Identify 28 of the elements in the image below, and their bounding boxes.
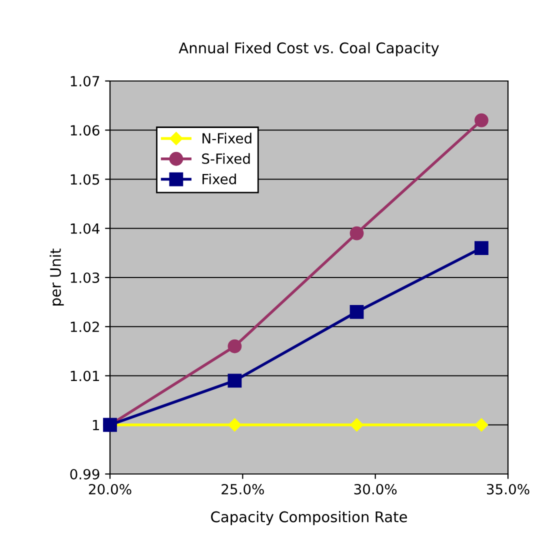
y-tick-label: 1.03 — [70, 272, 100, 283]
point — [350, 418, 364, 432]
x-tick-label: 30.0% — [354, 484, 397, 494]
legend-label: Fixed — [202, 174, 236, 184]
y-tick-label: 1.05 — [70, 174, 100, 185]
x-axis-title: Capacity Composition Rate — [211, 511, 407, 526]
point — [228, 418, 242, 432]
legend-label: N-Fixed — [202, 132, 252, 144]
y-tick-label: 1 — [92, 420, 99, 430]
point — [350, 304, 364, 319]
y-tick-label: 1.04 — [70, 223, 100, 234]
y-tick-label: 1.01 — [70, 370, 99, 382]
y-tick-label: 0.99 — [70, 468, 100, 480]
point — [350, 226, 364, 240]
point — [474, 113, 488, 128]
y-tick-label: 1.02 — [70, 322, 99, 332]
x-tick-label: 35.0% — [487, 484, 530, 494]
y-tick-label: 1.07 — [70, 76, 100, 86]
legend-label: S-Fixed — [202, 153, 250, 164]
y-axis-title: per Unit — [50, 248, 64, 306]
x-tick-label: 20.0% — [88, 484, 132, 494]
point — [228, 374, 242, 388]
chart-title: Annual Fixed Cost vs. Coal Capacity — [178, 42, 439, 56]
x-tick-label: 25.0% — [222, 484, 264, 494]
point — [474, 241, 488, 255]
y-tick-label: 1.06 — [70, 125, 100, 136]
point — [474, 418, 488, 432]
point — [228, 339, 242, 354]
